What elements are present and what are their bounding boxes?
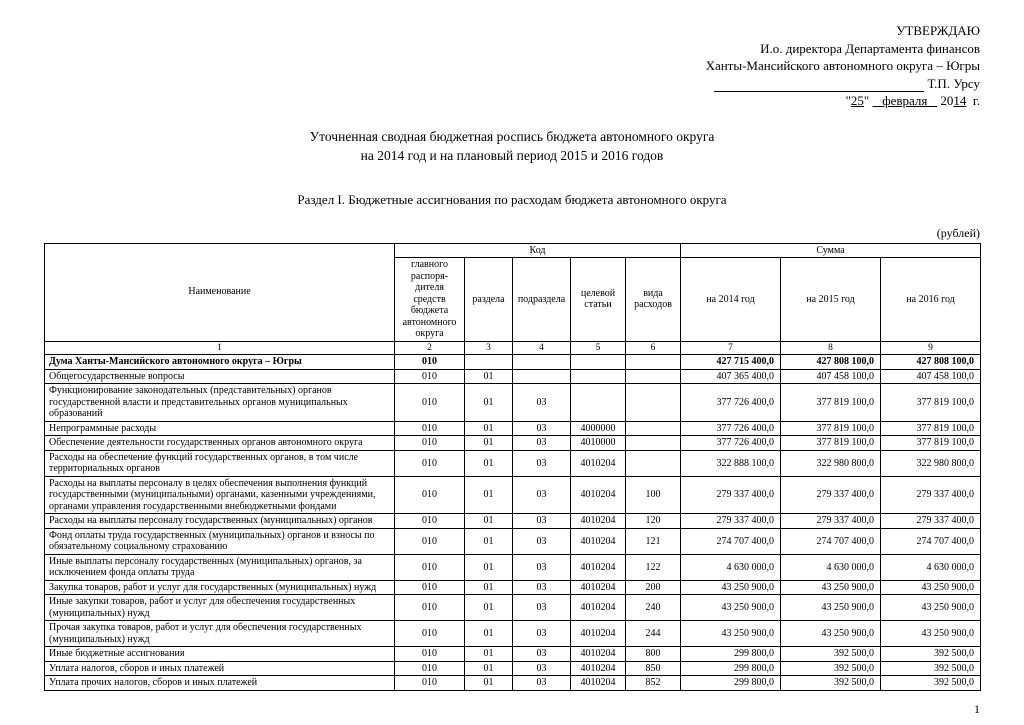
th-glav: главного распоря-дителя средств бюджета …: [395, 258, 465, 342]
signer-name: Т.П. Урсу: [928, 76, 980, 91]
section-title: Раздел I. Бюджетные ассигнования по расх…: [44, 192, 980, 208]
table-row: Расходы на выплаты персоналу государстве…: [45, 514, 981, 529]
doc-title: Уточненная сводная бюджетная роспись бюд…: [44, 128, 980, 166]
sign-row: Т.П. Урсу: [44, 75, 980, 93]
date-day: 25: [851, 93, 864, 108]
position: И.о. директора Департамента финансов: [44, 40, 980, 58]
th-y2: на 2015 год: [781, 258, 881, 342]
th-kod: Код: [395, 243, 681, 258]
table-row: Закупка товаров, работ и услуг для госуд…: [45, 580, 981, 595]
th-cel: целевой статьи: [571, 258, 626, 342]
th-name: Наименование: [45, 243, 395, 341]
table-row: Функционирование законодательных (предст…: [45, 384, 981, 422]
date-month: февраля: [872, 93, 937, 108]
table-row: Дума Ханты-Мансийского автономного округ…: [45, 355, 981, 370]
table-row: Уплата прочих налогов, сборов и иных пла…: [45, 676, 981, 691]
table-row: Иные закупки товаров, работ и услуг для …: [45, 595, 981, 621]
budget-table: Наименование Код Сумма главного распоря-…: [44, 243, 981, 691]
unit-label: (рублей): [44, 226, 980, 241]
column-number-row: 123 456 789: [45, 341, 981, 355]
th-y1: на 2014 год: [681, 258, 781, 342]
table-row: Общегосударственные вопросы01001407 365 …: [45, 369, 981, 384]
table-row: Фонд оплаты труда государственных (муниц…: [45, 528, 981, 554]
date-year: 14: [953, 93, 966, 108]
approve-word: УТВЕРЖДАЮ: [44, 22, 980, 40]
th-sum: Сумма: [681, 243, 981, 258]
th-razd: раздела: [465, 258, 513, 342]
approval-header: УТВЕРЖДАЮ И.о. директора Департамента фи…: [44, 22, 980, 110]
table-row: Иные выплаты персоналу государственных (…: [45, 554, 981, 580]
th-vid: вида расходов: [626, 258, 681, 342]
table-row: Иные бюджетные ассигнования0100103401020…: [45, 647, 981, 662]
date-line: "25" февраля 2014 г.: [44, 92, 980, 110]
th-y3: на 2016 год: [881, 258, 981, 342]
table-row: Расходы на обеспечение функций государст…: [45, 450, 981, 476]
table-row: Расходы на выплаты персоналу в целях обе…: [45, 476, 981, 514]
org: Ханты-Мансийского автономного округа – Ю…: [44, 57, 980, 75]
th-podr: подраздела: [513, 258, 571, 342]
table-row: Непрограммные расходы01001034000000377 7…: [45, 421, 981, 436]
table-row: Уплата налогов, сборов и иных платежей01…: [45, 661, 981, 676]
table-row: Прочая закупка товаров, работ и услуг дл…: [45, 621, 981, 647]
table-body: Дума Ханты-Мансийского автономного округ…: [45, 355, 981, 691]
table-row: Обеспечение деятельности государственных…: [45, 436, 981, 451]
page-number: 1: [974, 702, 980, 717]
